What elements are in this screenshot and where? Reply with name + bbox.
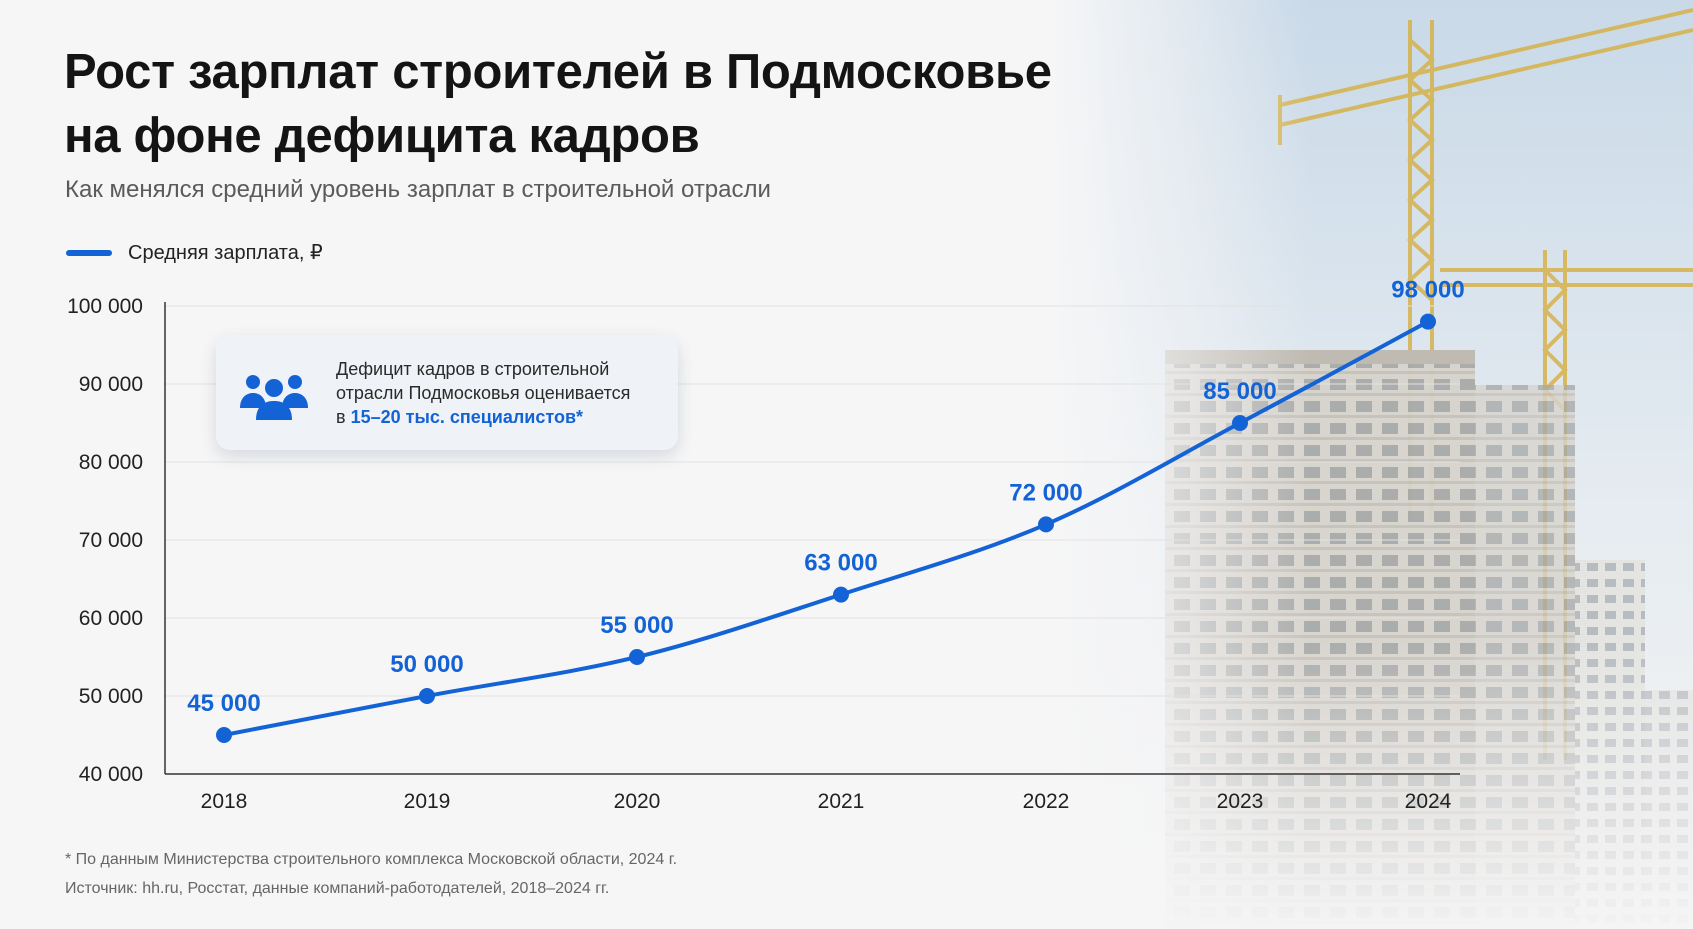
data-point (1232, 415, 1248, 431)
title-line-2: на фоне дефицита кадров (64, 109, 700, 163)
callout-highlight: 15–20 тыс. специалистов* (350, 407, 584, 427)
source-note: Источник: hh.ru, Росстат, данные компани… (65, 880, 610, 897)
x-tick-label: 2021 (818, 790, 865, 813)
series-salary (216, 313, 1436, 743)
y-tick-label: 40 000 (79, 763, 143, 786)
callout-prefix: в (336, 407, 346, 427)
callout-line-2: отрасли Подмосковья оценивается (336, 383, 631, 403)
data-label: 72 000 (1009, 479, 1082, 506)
y-tick-label: 70 000 (79, 529, 143, 552)
callout-text: Дефицит кадров в строительной отрасли По… (336, 357, 666, 429)
data-point (1420, 313, 1436, 330)
y-tick-label: 90 000 (79, 373, 143, 396)
data-labels: 45 000 50 000 55 000 63 000 72 000 85 000 98 0… (187, 277, 1464, 717)
x-tick-label: 2020 (614, 790, 661, 813)
gridlines (165, 305, 1460, 697)
axes (164, 302, 1460, 775)
x-axis-ticks: 2018 2019 2020 2021 2022 2023 2024 (201, 790, 1452, 813)
data-label: 55 000 (600, 612, 673, 639)
data-point (419, 688, 435, 704)
x-tick-label: 2022 (1023, 790, 1070, 813)
data-label: 63 000 (804, 550, 877, 577)
legend-line-swatch (66, 249, 112, 256)
data-label: 50 000 (390, 651, 463, 678)
x-tick-label: 2024 (1405, 790, 1452, 813)
data-point (833, 586, 849, 603)
people-group-icon (240, 375, 308, 420)
x-tick-label: 2019 (404, 790, 451, 813)
legend-label: Средняя зарплата, ₽ (128, 242, 323, 264)
y-axis-ticks: 40 000 50 000 60 000 70 000 80 000 90 000 100 … (67, 295, 143, 786)
page-title: Рост зарплат строителей в Подмосковье на… (64, 40, 1052, 168)
data-point (216, 727, 232, 743)
footnote: * По данным Министерства строительного к… (65, 851, 678, 868)
chart-subtitle: Как менялся средний уровень зарплат в ст… (65, 176, 771, 203)
y-tick-label: 80 000 (79, 451, 143, 474)
chart-legend: Средняя зарплата, ₽ (66, 240, 323, 265)
x-tick-label: 2018 (201, 790, 248, 813)
data-label: 45 000 (187, 690, 260, 717)
y-tick-label: 60 000 (79, 607, 143, 630)
callout-line-1: Дефицит кадров в строительной (336, 359, 610, 379)
y-tick-label: 50 000 (79, 685, 143, 708)
title-line-1: Рост зарплат строителей в Подмосковье (64, 45, 1052, 99)
data-label: 85 000 (1203, 378, 1276, 405)
y-tick-label: 100 000 (67, 295, 143, 318)
data-label: 98 000 (1391, 277, 1464, 304)
data-point (629, 649, 645, 665)
staff-shortage-callout: Дефицит кадров в строительной отрасли По… (216, 335, 678, 450)
data-point (1038, 516, 1054, 533)
x-tick-label: 2023 (1217, 790, 1264, 813)
